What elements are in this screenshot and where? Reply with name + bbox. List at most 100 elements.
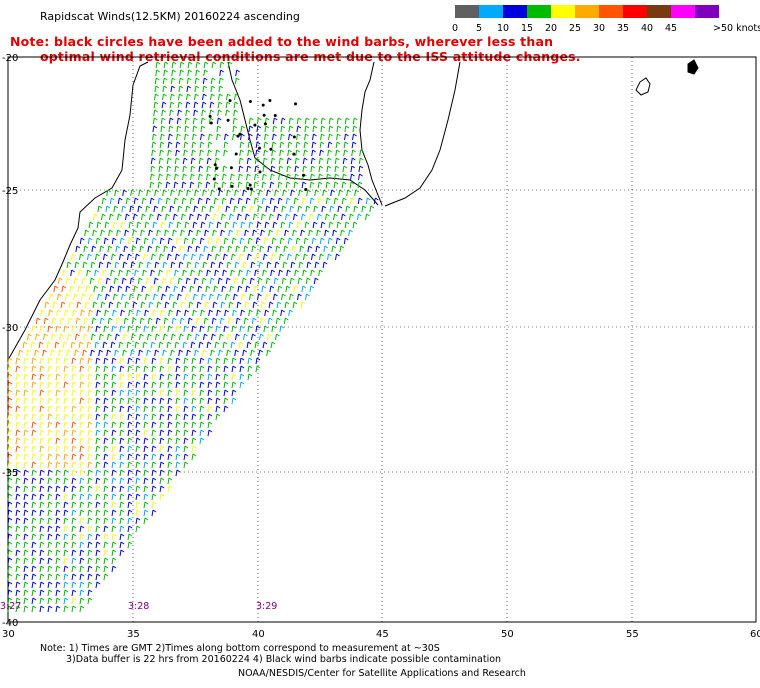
wind-barb [346,189,351,197]
wind-barb [81,293,86,301]
wind-barb [7,453,13,461]
wind-barb [251,317,257,325]
wind-barb [161,277,167,285]
wind-barb [97,205,103,213]
wind-barb [95,237,101,245]
wind-barb [95,493,101,501]
wind-barb [160,133,165,141]
wind-barb [263,149,268,157]
wind-barb [248,133,253,141]
wind-barb [247,237,253,245]
wind-barb [262,269,267,277]
wind-barb [182,157,188,165]
wind-barb [39,421,45,429]
wind-barb [222,173,227,181]
wind-barb [342,173,347,181]
wind-barb [239,325,245,333]
wind-barb [159,477,165,485]
wind-barb [183,149,188,157]
wind-barb [224,133,229,141]
wind-barb [95,549,101,557]
wind-barb [47,389,53,397]
wind-barb [232,309,237,317]
wind-barb [82,261,88,269]
wind-barb [7,549,13,557]
wind-barb [23,597,29,605]
wind-barb [299,245,305,253]
wind-barb [286,269,291,277]
wind-barb [215,397,221,405]
wind-barb [157,285,163,293]
wind-barb [63,605,69,613]
wind-barb [208,309,213,317]
wind-barb [309,213,314,221]
wind-barb [55,533,61,541]
wind-barb [199,365,205,373]
wind-barb [174,173,179,181]
wind-barb [47,381,53,389]
wind-barb [87,461,93,469]
wind-barb [320,117,326,125]
wind-barb [142,341,148,349]
wind-barb [87,509,93,517]
wind-barb [87,541,93,549]
wind-barb [127,373,133,381]
wind-barb [359,149,364,157]
wind-barb [194,349,199,357]
wind-barb [87,581,93,589]
wind-barb [259,333,264,341]
wind-barb [223,389,229,397]
wind-barb [210,93,215,101]
wind-barb [15,357,21,365]
wind-barb [194,85,200,93]
wind-barb [294,165,300,173]
wind-barb [201,101,207,109]
wind-barb [157,213,162,221]
wind-barb [39,565,45,573]
wind-barb [159,405,165,413]
wind-barb [156,229,161,237]
wind-barb [95,429,101,437]
wind-barb [15,573,21,581]
wind-barb [162,349,167,357]
wind-barb [23,581,29,589]
wind-barb [296,221,302,229]
wind-barb [193,293,198,301]
wind-barb [69,285,75,293]
wind-barb [200,133,205,141]
wind-barb [112,309,117,317]
wind-barb [15,381,21,389]
wind-barb [39,373,45,381]
wind-barb [158,269,163,277]
wind-barb [176,221,182,229]
wind-barb [262,157,268,165]
latitude-label: -40 [2,618,18,629]
wind-barb [287,253,292,261]
wind-barb [15,453,21,461]
wind-barb [109,197,115,205]
wind-barb [111,237,117,245]
wind-barb [7,397,13,405]
wind-barb [15,565,21,573]
wind-barb [197,213,202,221]
wind-barb [280,125,286,133]
wind-barb [318,269,323,277]
wind-barb [297,277,303,285]
wind-barb [280,309,285,317]
legend-swatch [551,5,575,18]
wind-barb [15,373,21,381]
wind-barb [209,101,215,109]
wind-barb [191,437,197,445]
wind-barb [295,237,301,245]
wind-barb [277,213,282,221]
wind-barb [153,205,159,213]
wind-barb [39,429,45,437]
legend-label: 45 [664,23,678,34]
wind-barb [238,341,244,349]
wind-barb [235,245,241,253]
wind-barb [311,237,317,245]
wind-barb [84,301,90,309]
wind-barb [126,341,132,349]
wind-barb [146,349,151,357]
wind-barb [182,341,188,349]
